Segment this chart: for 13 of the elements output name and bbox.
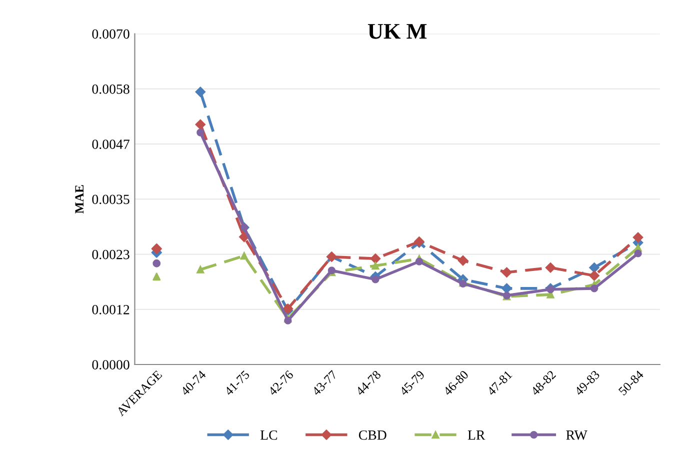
y-tick-label: 0.0035 (92, 194, 130, 204)
legend-label: CBD (358, 430, 386, 440)
legend-label: RW (566, 430, 588, 440)
y-tick-label: 0.0023 (92, 250, 130, 260)
y-axis-title: MAE (75, 185, 84, 214)
chart-title: UK M (368, 24, 427, 39)
y-tick-label: 0.0070 (92, 29, 130, 39)
legend-label: LR (468, 430, 486, 440)
legend-label: LC (260, 430, 278, 440)
y-tick-label: 0.0047 (92, 140, 130, 150)
y-tick-label: 0.0000 (92, 360, 130, 370)
y-tick-label: 0.0012 (92, 304, 130, 314)
y-tick-label: 0.0058 (92, 84, 130, 94)
